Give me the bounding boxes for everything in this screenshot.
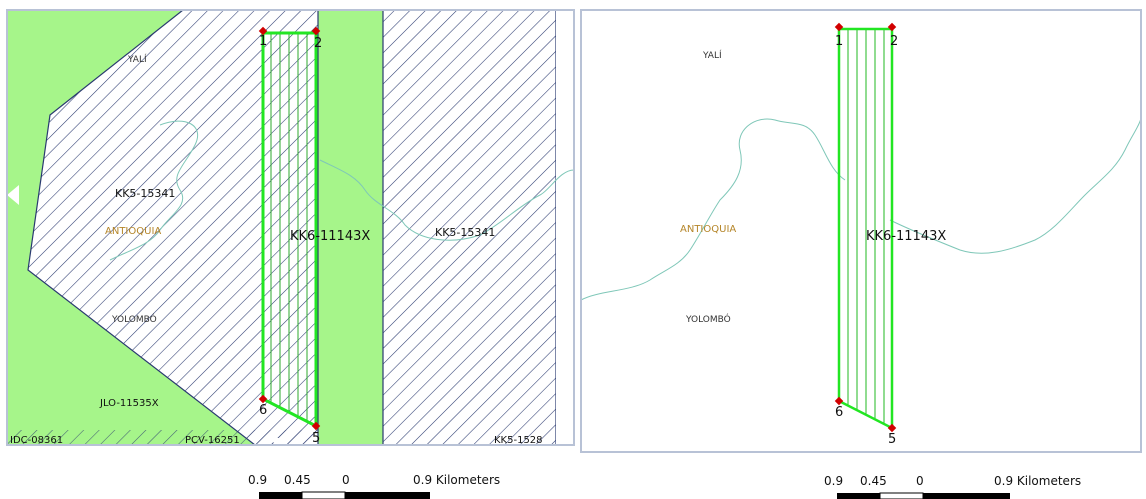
left-map-panel[interactable]: YALÍ KK5-15341 ANTIOQUIA KK6-11143X KK5-… (7, 10, 574, 446)
scale-bar-left: 0.9 0.45 0 0.9 Kilometers (248, 473, 500, 499)
right-hatched-concession-pattern (382, 10, 557, 445)
scale-left-seg-2 (301, 491, 346, 499)
right-vertex-5-marker[interactable] (887, 423, 897, 433)
left-label-kk5-left: KK5-15341 (115, 187, 175, 200)
right-label-kk6: KK6-11143X (866, 229, 946, 244)
left-map-margin (556, 10, 574, 445)
scale-right-seg-2 (879, 492, 924, 499)
scale-left-tick-0: 0.9 (248, 473, 267, 487)
right-vertex-1-label: 1 (835, 34, 843, 49)
right-vertex-6-label: 6 (835, 405, 843, 420)
right-label-yolombo: YOLOMBÓ (685, 313, 731, 325)
left-label-antioquia: ANTIOQUIA (105, 226, 161, 237)
left-label-kk5-bottom: KK5-1528 (494, 435, 543, 446)
left-vertex-1-marker[interactable] (258, 26, 268, 36)
bottom-hatched-strip (7, 430, 318, 445)
scale-right-seg-3 (923, 493, 1010, 499)
left-vertex-2-label: 2 (314, 36, 322, 51)
right-label-yali: YALÍ (702, 49, 722, 61)
right-polygon-fill-lines (847, 30, 885, 424)
scale-left-seg-1 (259, 492, 302, 499)
right-map-frame (580, 9, 1142, 453)
left-vertex-6-label: 6 (259, 403, 267, 418)
scale-right-seg-1 (837, 493, 880, 499)
scale-left-tick-1: 0.45 (284, 473, 311, 487)
left-label-jlo: JLO-11535X (99, 398, 159, 409)
left-vertex-5-label: 5 (312, 431, 320, 446)
left-vertex-6-marker[interactable] (258, 394, 268, 404)
scale-left-tick-2: 0 (342, 473, 350, 487)
right-vertex-2-label: 2 (890, 34, 898, 49)
left-label-kk5-right: KK5-15341 (435, 226, 495, 239)
left-river (109, 120, 574, 261)
left-vertex-1-label: 1 (259, 34, 267, 49)
left-label-pcv: PCV-16251 (185, 435, 240, 446)
left-hatched-concession-pattern (27, 10, 319, 445)
left-label-kk6: KK6-11143X (290, 229, 370, 244)
right-vertex-5-label: 5 (888, 432, 896, 447)
scale-left-end-label: 0.9 Kilometers (413, 473, 500, 487)
pan-down-arrow-icon[interactable] (268, 438, 288, 446)
scale-right-end-label: 0.9 Kilometers (994, 474, 1081, 488)
right-vertex-6-marker[interactable] (834, 396, 844, 406)
right-map-background (581, 10, 1141, 452)
scale-bar-right: 0.9 0.45 0 0.9 Kilometers (824, 474, 1081, 499)
left-vertex-2-marker[interactable] (311, 26, 321, 36)
pan-left-arrow-icon[interactable] (7, 185, 19, 205)
scale-right-tick-1: 0.45 (860, 474, 887, 488)
scale-right-tick-2: 0 (916, 474, 924, 488)
right-river (581, 117, 1141, 301)
left-polygon-fill-lines (270, 34, 308, 422)
scale-right-tick-0: 0.9 (824, 474, 843, 488)
left-label-yolombo: YOLOMBÓ (111, 313, 157, 325)
left-label-yali: YALÍ (127, 53, 147, 65)
left-map-frame (6, 9, 575, 446)
right-label-antioquia: ANTIOQUIA (680, 224, 736, 235)
right-map-panel[interactable]: YALÍ ANTIOQUIA KK6-11143X YOLOMBÓ 1 2 6 … (581, 10, 1141, 452)
left-label-idc: IDC-08361 (10, 435, 63, 446)
scale-left-seg-3 (345, 492, 430, 499)
left-vertex-5-marker[interactable] (311, 421, 321, 431)
